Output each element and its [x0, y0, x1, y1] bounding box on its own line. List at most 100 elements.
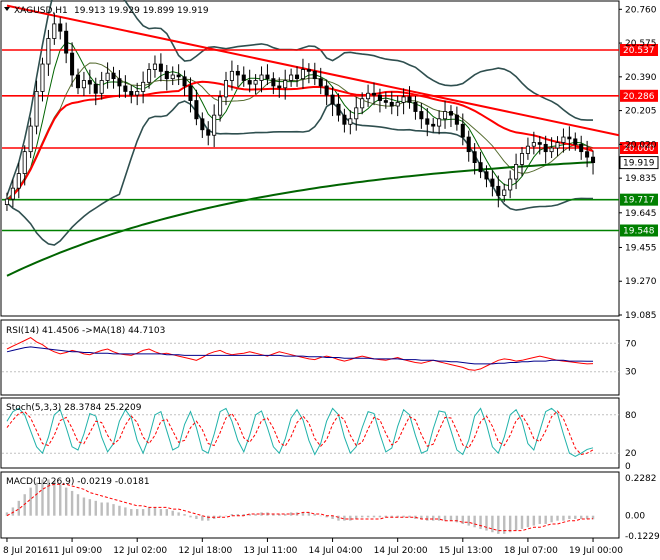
candle-body	[437, 118, 442, 127]
stoch-tick-labels: 80 20 0	[625, 411, 637, 472]
macd-bar	[35, 482, 38, 516]
macd-bar	[100, 502, 103, 516]
candle-body	[561, 136, 566, 143]
macd-bar	[260, 512, 263, 516]
time-tick-label: 19 Jul 00:00	[569, 546, 623, 556]
candle-body	[454, 114, 459, 125]
moving-averages	[6, 41, 594, 277]
candle-body	[75, 74, 81, 89]
ma-red-line	[6, 80, 594, 202]
macd-title: MACD(12,26,9) -0.0219 -0.0181	[6, 477, 150, 487]
candle-body	[105, 72, 110, 81]
price-tick-label: 20.760	[625, 5, 657, 15]
macd-bar	[508, 515, 512, 533]
rsi-levels	[2, 342, 619, 373]
last-price-label: 19.919	[623, 159, 655, 169]
macd-bar	[473, 515, 476, 528]
macd-bar	[17, 500, 20, 516]
candle-body	[543, 143, 548, 153]
macd-bar	[136, 509, 139, 516]
candle-body	[295, 74, 300, 80]
candle-body	[176, 74, 181, 78]
level-label: 20.537	[623, 46, 655, 56]
candle-body	[360, 98, 365, 109]
macd-bar	[159, 509, 163, 516]
time-tick-label: 14 Jul 04:00	[309, 546, 363, 556]
candle-body	[466, 136, 471, 153]
macd-bar	[70, 490, 74, 516]
candle-body	[425, 118, 430, 125]
candle-body	[591, 156, 596, 164]
ma-mid-line	[6, 62, 594, 200]
macd-bar	[544, 515, 547, 524]
macd-bar	[550, 515, 553, 523]
trendline-line	[6, 4, 620, 137]
price-tick-label: 20.390	[625, 73, 657, 83]
candle-body	[111, 72, 116, 80]
candle-body	[531, 142, 536, 147]
rsi-series	[6, 337, 594, 371]
candle-body	[200, 118, 205, 131]
time-tick-label: 13 Jul 11:00	[243, 546, 297, 556]
macd-bar	[248, 514, 251, 516]
macd-bar	[165, 509, 168, 516]
time-tick-label: 12 Jul 18:00	[178, 546, 232, 556]
time-tick-label: 8 Jul 2016	[3, 546, 48, 556]
level-label-box	[620, 89, 658, 102]
candle-body	[22, 151, 27, 174]
rsi-title: RSI(14) 41.4506 ->MA(18) 44.7103	[6, 326, 165, 336]
price-tick-label: 19.835	[625, 174, 657, 184]
macd-bar	[307, 512, 311, 516]
candle-body	[123, 85, 128, 92]
macd-bar	[64, 487, 68, 516]
dropdown-triangle-icon[interactable]	[4, 7, 10, 11]
macd-bar	[189, 515, 192, 518]
candle-body	[508, 178, 513, 191]
price-tick-label: 19.270	[625, 277, 657, 287]
candle-body	[525, 145, 530, 154]
macd-bar	[242, 514, 245, 516]
price-panel-frame	[0, 0, 620, 317]
candle-body	[182, 76, 187, 87]
macd-bar	[313, 514, 316, 516]
candle-body	[223, 80, 229, 98]
candle-body	[117, 78, 122, 87]
macd-bar	[59, 484, 62, 516]
rsi-series-line	[6, 346, 594, 365]
macd-bar	[479, 515, 482, 529]
candle-body	[194, 100, 199, 120]
stoch-series-line	[6, 407, 594, 457]
candle-body	[312, 70, 317, 80]
macd-bar	[591, 515, 595, 520]
macd-bar	[408, 515, 411, 518]
macd-tick-label: 0.2282	[625, 474, 657, 484]
macd-bar	[574, 515, 577, 520]
macd-bar	[443, 515, 447, 521]
price-title: XAGUSD,H1	[14, 6, 68, 16]
candle-body	[158, 63, 163, 72]
time-tick-label: 14 Jul 20:00	[374, 546, 428, 556]
candle-body	[218, 96, 223, 116]
stoch-series-line	[6, 410, 594, 456]
candle-body	[70, 52, 75, 76]
candle-body	[490, 178, 495, 187]
candle-body	[366, 92, 371, 100]
macd-bar	[467, 515, 470, 526]
candle-body	[152, 63, 157, 70]
bollinger-upper-line	[6, 0, 593, 196]
candle-body	[306, 69, 311, 72]
candle-body	[318, 78, 323, 87]
macd-bar	[343, 515, 346, 521]
candle-body	[478, 162, 483, 173]
macd-bar	[254, 514, 257, 516]
candle-body	[10, 187, 15, 200]
macd-bar	[183, 514, 186, 516]
candle-body	[99, 80, 104, 94]
time-tick-label: 18 Jul 07:00	[504, 546, 558, 556]
macd-bar	[556, 515, 559, 521]
level-label-box	[620, 193, 658, 206]
macd-bar	[562, 515, 565, 521]
macd-bar	[580, 515, 583, 520]
macd-bar	[497, 515, 500, 534]
